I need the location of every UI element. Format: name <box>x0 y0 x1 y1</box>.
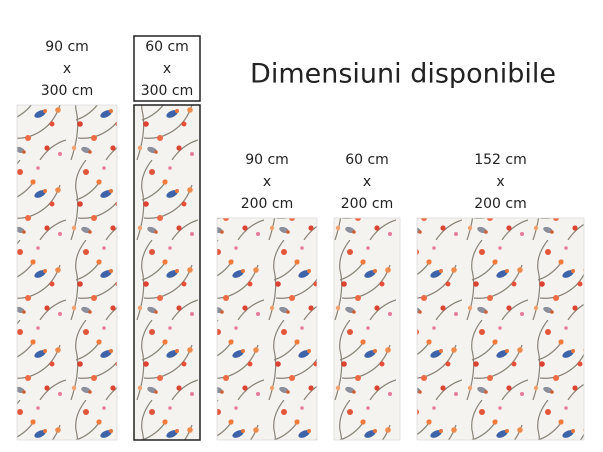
title: Dimensiuni disponibile <box>250 59 556 90</box>
size-separator: x <box>496 174 504 190</box>
size-height: 200 cm <box>241 196 294 212</box>
size-width: 90 cm <box>245 152 289 168</box>
wallpaper-panel <box>16 104 118 441</box>
size-width: 60 cm <box>145 39 189 55</box>
size-option[interactable]: 60 cm x 200 cm <box>333 152 401 441</box>
size-separator: x <box>163 61 171 77</box>
size-height: 200 cm <box>341 196 394 212</box>
wallpaper-panel <box>333 217 401 441</box>
size-width: 90 cm <box>45 39 89 55</box>
size-height: 300 cm <box>141 83 194 99</box>
size-separator: x <box>63 61 71 77</box>
size-option[interactable]: 152 cm x 200 cm <box>416 152 585 441</box>
size-height: 300 cm <box>41 83 94 99</box>
selected-label-box <box>133 35 201 102</box>
wallpaper-panel <box>416 217 585 441</box>
size-width: 60 cm <box>345 152 389 168</box>
size-separator: x <box>363 174 371 190</box>
size-height: 200 cm <box>474 196 527 212</box>
size-separator: x <box>263 174 271 190</box>
size-option[interactable]: 60 cm x 300 cm <box>133 35 201 441</box>
size-option[interactable]: 90 cm x 300 cm <box>16 39 118 441</box>
size-option[interactable]: 90 cm x 200 cm <box>216 152 318 441</box>
size-width: 152 cm <box>474 152 527 168</box>
wallpaper-panel <box>133 104 201 441</box>
wallpaper-panel <box>216 217 318 441</box>
